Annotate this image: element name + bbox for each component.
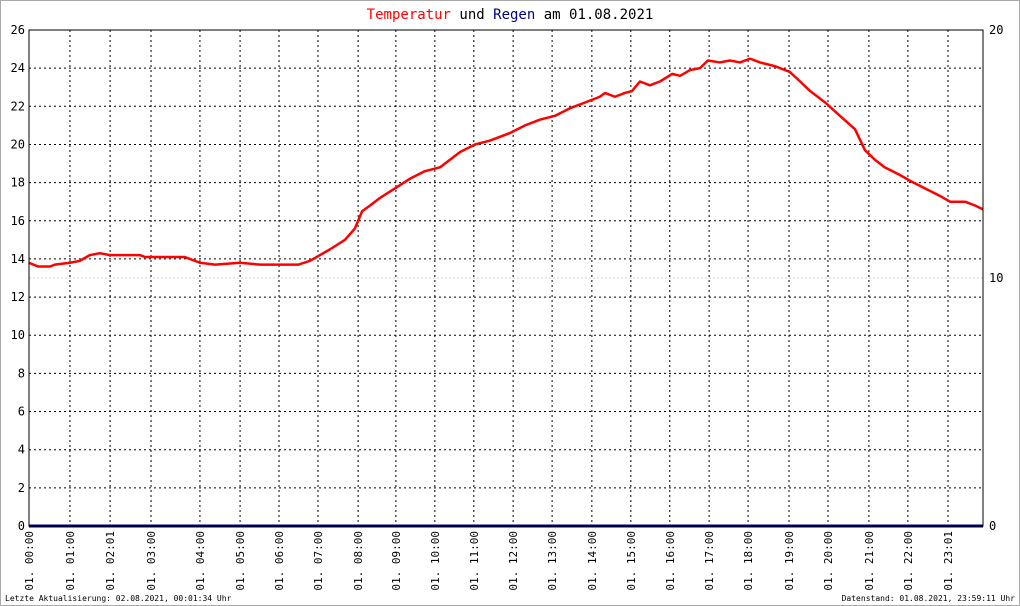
x-tick-label: 01. 15:00 (625, 531, 638, 591)
x-tick-label: 01. 10:00 (429, 531, 442, 591)
x-tick-label: 01. 22:00 (902, 531, 915, 591)
y-tick-label: 24 (11, 61, 25, 75)
y-tick-label: 12 (11, 290, 25, 304)
x-tick-label: 01. 21:00 (863, 531, 876, 591)
x-tick-label: 01. 20:00 (822, 531, 835, 591)
x-tick-label: 01. 05:00 (234, 531, 247, 591)
x-tick-label: 01. 08:00 (352, 531, 365, 591)
y-tick-label: 20 (11, 137, 25, 151)
y2-tick-label: 10 (989, 271, 1003, 285)
chart-title: Temperatur und Regen am 01.08.2021 (367, 7, 654, 23)
footer-left: Letzte Aktualisierung: 02.08.2021, 00:01… (5, 594, 232, 603)
title-part: und (459, 7, 484, 23)
y-tick-label: 8 (18, 366, 25, 380)
title-part: Temperatur (367, 7, 451, 23)
title-part: Regen (493, 7, 535, 23)
y2-tick-label: 0 (989, 519, 996, 533)
footer-right: Datenstand: 01.08.2021, 23:59:11 Uhr (842, 594, 1016, 603)
x-tick-label: 01. 17:00 (703, 531, 716, 591)
x-tick-label: 01. 01:00 (64, 531, 77, 591)
y-tick-label: 16 (11, 214, 25, 228)
y-tick-label: 10 (11, 328, 25, 342)
y-tick-label: 26 (11, 23, 25, 37)
x-tick-label: 01. 12:00 (507, 531, 520, 591)
y-tick-label: 18 (11, 176, 25, 190)
y-tick-label: 22 (11, 99, 25, 113)
x-tick-label: 01. 07:00 (312, 531, 325, 591)
plot-border (28, 29, 984, 527)
x-tick-label: 01. 02:01 (104, 531, 117, 591)
y2-tick-label: 20 (989, 23, 1003, 37)
x-tick-label: 01. 00:00 (23, 531, 36, 591)
x-tick-label: 01. 23:01 (942, 531, 955, 591)
series-line (28, 57, 984, 268)
y-tick-label: 4 (18, 443, 25, 457)
x-tick-label: 01. 19:00 (783, 531, 796, 591)
x-tick-label: 01. 16:00 (664, 531, 677, 591)
x-tick-label: 01. 11:00 (468, 531, 481, 591)
y-tick-label: 2 (18, 481, 25, 495)
title-part: am 01.08.2021 (544, 7, 654, 23)
y-tick-label: 14 (11, 252, 25, 266)
x-tick-label: 01. 09:00 (390, 531, 403, 591)
y-tick-label: 6 (18, 405, 25, 419)
x-tick-label: 01. 18:00 (742, 531, 755, 591)
x-tick-label: 01. 13:00 (546, 531, 559, 591)
x-tick-label: 01. 14:00 (586, 531, 599, 591)
x-tick-label: 01. 04:00 (194, 531, 207, 591)
x-tick-label: 01. 03:00 (145, 531, 158, 591)
x-tick-label: 01. 06:00 (273, 531, 286, 591)
y-tick-label: 0 (18, 519, 25, 533)
